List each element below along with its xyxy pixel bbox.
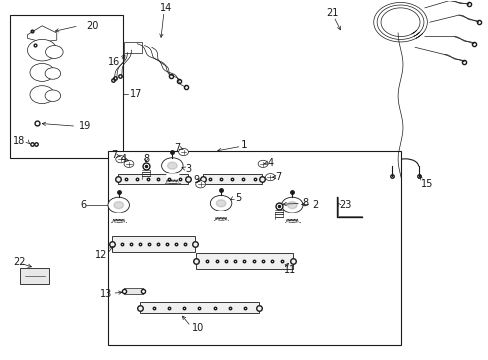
Bar xyxy=(195,253,293,269)
Text: 17: 17 xyxy=(130,89,142,99)
Circle shape xyxy=(258,160,267,167)
Circle shape xyxy=(30,63,54,81)
Text: 19: 19 xyxy=(79,121,91,131)
Circle shape xyxy=(281,197,303,213)
Text: 13: 13 xyxy=(100,289,112,299)
Text: 7: 7 xyxy=(111,150,118,160)
Circle shape xyxy=(210,195,231,211)
Bar xyxy=(20,268,49,284)
Circle shape xyxy=(124,160,134,167)
Circle shape xyxy=(108,197,129,213)
Circle shape xyxy=(161,158,183,174)
Text: 8: 8 xyxy=(302,198,307,208)
Text: 23: 23 xyxy=(339,200,351,210)
Text: 11: 11 xyxy=(283,265,295,275)
Text: 20: 20 xyxy=(86,21,98,31)
Text: 6: 6 xyxy=(80,200,86,210)
Text: 22: 22 xyxy=(13,257,25,267)
Circle shape xyxy=(287,202,297,209)
Circle shape xyxy=(216,200,225,207)
Text: 4: 4 xyxy=(267,158,273,168)
Bar xyxy=(140,302,259,314)
Circle shape xyxy=(114,202,123,209)
Circle shape xyxy=(178,148,188,156)
Bar xyxy=(118,174,188,184)
Text: 18: 18 xyxy=(13,136,25,146)
Circle shape xyxy=(27,40,57,61)
Text: 12: 12 xyxy=(94,249,107,260)
Circle shape xyxy=(195,181,205,188)
Text: 3: 3 xyxy=(184,164,191,174)
Text: 10: 10 xyxy=(191,323,203,333)
Circle shape xyxy=(167,162,177,169)
Bar xyxy=(10,15,122,158)
Text: 4: 4 xyxy=(121,154,127,164)
Circle shape xyxy=(45,90,61,102)
Text: 9: 9 xyxy=(193,175,200,185)
Circle shape xyxy=(45,68,61,79)
Text: 7: 7 xyxy=(174,143,181,153)
Circle shape xyxy=(116,156,125,163)
Text: 5: 5 xyxy=(234,193,241,203)
Circle shape xyxy=(45,45,63,58)
Bar xyxy=(108,151,400,345)
Bar xyxy=(123,42,142,53)
Text: 1: 1 xyxy=(241,140,247,150)
Circle shape xyxy=(265,174,275,181)
Bar xyxy=(123,288,143,294)
Text: 14: 14 xyxy=(160,3,172,13)
Text: 16: 16 xyxy=(108,57,120,67)
Bar xyxy=(112,235,194,252)
Text: 8: 8 xyxy=(142,154,149,164)
Text: 7: 7 xyxy=(274,172,281,182)
Text: 15: 15 xyxy=(420,179,432,189)
Text: 21: 21 xyxy=(325,8,338,18)
Bar xyxy=(203,174,261,184)
Circle shape xyxy=(30,86,54,104)
Text: 2: 2 xyxy=(311,200,317,210)
